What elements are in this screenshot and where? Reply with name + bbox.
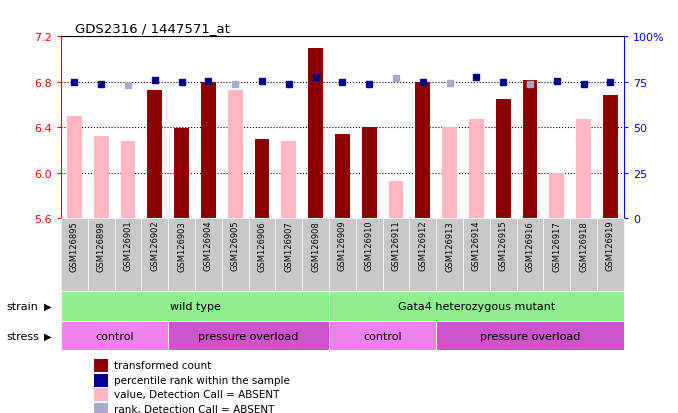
Text: GSM126917: GSM126917 — [553, 221, 561, 271]
Bar — [469, 120, 483, 219]
Bar — [121, 142, 136, 219]
Text: GSM126895: GSM126895 — [70, 221, 79, 271]
Bar — [94, 374, 108, 387]
Bar — [94, 359, 108, 372]
Bar — [329, 291, 624, 321]
Text: GSM126898: GSM126898 — [97, 221, 106, 271]
Bar — [517, 219, 543, 291]
Text: rank, Detection Call = ABSENT: rank, Detection Call = ABSENT — [114, 404, 274, 413]
Bar — [302, 219, 329, 291]
Text: transformed count: transformed count — [114, 360, 211, 370]
Text: GSM126915: GSM126915 — [499, 221, 508, 271]
Text: GSM126909: GSM126909 — [338, 221, 347, 271]
Bar — [222, 219, 249, 291]
Bar — [228, 90, 243, 219]
Bar — [463, 219, 490, 291]
Bar — [168, 321, 329, 351]
Text: GDS2316 / 1447571_at: GDS2316 / 1447571_at — [75, 22, 229, 35]
Bar — [88, 219, 115, 291]
Bar — [61, 219, 88, 291]
Text: strain: strain — [7, 301, 39, 311]
Text: GSM126916: GSM126916 — [525, 221, 534, 271]
Bar — [356, 219, 382, 291]
Text: GSM126919: GSM126919 — [606, 221, 615, 271]
Bar — [442, 128, 457, 219]
Text: ▶: ▶ — [44, 301, 52, 311]
Bar — [168, 219, 195, 291]
Bar — [362, 128, 376, 219]
Bar — [388, 181, 403, 219]
Bar — [67, 116, 82, 219]
Text: GSM126910: GSM126910 — [365, 221, 374, 271]
Bar — [61, 291, 329, 321]
Bar — [597, 219, 624, 291]
Text: Gata4 heterozygous mutant: Gata4 heterozygous mutant — [398, 301, 555, 311]
Text: control: control — [96, 331, 134, 341]
Text: GSM126914: GSM126914 — [472, 221, 481, 271]
Bar — [570, 219, 597, 291]
Text: wild type: wild type — [170, 301, 220, 311]
Bar — [496, 100, 511, 219]
Bar — [115, 219, 142, 291]
Bar — [576, 120, 591, 219]
Bar — [490, 219, 517, 291]
Text: pressure overload: pressure overload — [480, 331, 580, 341]
Bar — [147, 90, 162, 219]
Text: percentile rank within the sample: percentile rank within the sample — [114, 375, 290, 385]
Bar — [174, 129, 189, 219]
Bar — [275, 219, 302, 291]
Bar — [416, 83, 430, 219]
Text: GSM126912: GSM126912 — [418, 221, 427, 271]
Bar — [67, 116, 82, 219]
Text: GSM126903: GSM126903 — [177, 221, 186, 271]
Text: control: control — [363, 331, 402, 341]
Text: GSM126901: GSM126901 — [123, 221, 132, 271]
Text: GSM126908: GSM126908 — [311, 221, 320, 271]
Bar — [308, 49, 323, 219]
Bar — [201, 83, 216, 219]
Bar — [94, 137, 108, 219]
Bar — [195, 219, 222, 291]
Text: ▶: ▶ — [44, 331, 52, 341]
Bar — [255, 140, 269, 219]
Bar — [436, 321, 624, 351]
Bar — [142, 219, 168, 291]
Text: GSM126911: GSM126911 — [391, 221, 401, 271]
Text: GSM126906: GSM126906 — [258, 221, 266, 271]
Bar — [523, 80, 538, 219]
Text: pressure overload: pressure overload — [199, 331, 299, 341]
Text: GSM126907: GSM126907 — [284, 221, 294, 271]
Bar — [410, 219, 436, 291]
Bar — [249, 219, 275, 291]
Bar — [543, 219, 570, 291]
Bar — [329, 219, 356, 291]
Bar — [61, 321, 168, 351]
Bar — [329, 321, 436, 351]
Bar — [94, 403, 108, 413]
Text: GSM126902: GSM126902 — [151, 221, 159, 271]
Text: GSM126913: GSM126913 — [445, 221, 454, 271]
Text: value, Detection Call = ABSENT: value, Detection Call = ABSENT — [114, 389, 279, 399]
Text: GSM126905: GSM126905 — [231, 221, 240, 271]
Text: GSM126918: GSM126918 — [579, 221, 588, 271]
Bar — [94, 389, 108, 401]
Text: stress: stress — [7, 331, 39, 341]
Bar — [281, 142, 296, 219]
Bar — [335, 135, 350, 219]
Bar — [549, 173, 564, 219]
Text: GSM126904: GSM126904 — [204, 221, 213, 271]
Bar — [603, 96, 618, 219]
Bar — [382, 219, 410, 291]
Bar — [436, 219, 463, 291]
Bar — [228, 90, 243, 219]
